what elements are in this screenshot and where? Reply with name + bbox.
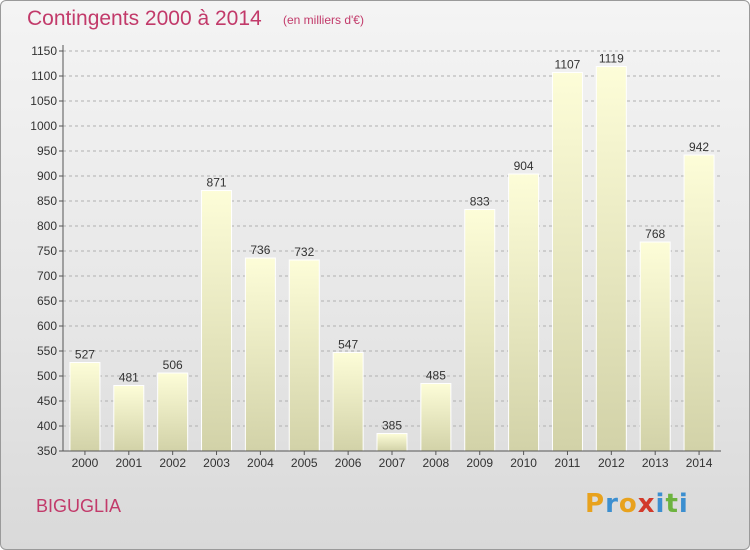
y-tick-label: 550: [37, 344, 57, 358]
proxiti-logo: Proxiti: [585, 489, 689, 519]
bar-2001: [113, 385, 145, 452]
value-label-2008: 485: [426, 369, 446, 383]
bar-2014: [683, 154, 715, 452]
value-label-2009: 833: [470, 195, 490, 209]
y-tick-label: 1150: [31, 44, 57, 58]
x-tick-label-2014: 2014: [686, 456, 713, 470]
x-tick-label-2001: 2001: [115, 456, 142, 470]
x-tick-label-2004: 2004: [247, 456, 274, 470]
y-tick-label: 750: [37, 244, 57, 258]
value-label-2000: 527: [75, 348, 95, 362]
y-tick-label: 650: [37, 294, 57, 308]
x-tick-label-2002: 2002: [159, 456, 186, 470]
value-label-2007: 385: [382, 419, 402, 433]
bar-2000: [69, 362, 101, 452]
axes: [59, 45, 721, 455]
y-tick-label: 900: [37, 169, 57, 183]
y-tick-label: 1100: [31, 69, 57, 83]
bar-2005: [288, 259, 320, 452]
value-label-2004: 736: [250, 243, 270, 257]
value-label-2013: 768: [645, 227, 665, 241]
bar-2009: [464, 209, 496, 452]
y-tick-label: 1000: [30, 119, 57, 133]
chart-subtitle: (en milliers d'€): [283, 13, 364, 27]
value-label-2012: 1119: [599, 52, 624, 66]
x-tick-label-2013: 2013: [642, 456, 669, 470]
value-label-2010: 904: [514, 159, 534, 173]
x-tick-label-2006: 2006: [335, 456, 362, 470]
bar-2002: [157, 372, 189, 452]
bars: [69, 66, 715, 452]
bar-2008: [420, 383, 452, 452]
y-tick-label: 600: [37, 319, 57, 333]
x-tick-label-2008: 2008: [423, 456, 450, 470]
bar-2006: [332, 352, 364, 452]
y-tick-label: 1050: [30, 94, 57, 108]
chart-title: Contingents 2000 à 2014: [27, 7, 262, 30]
y-tick-label: 950: [37, 144, 57, 158]
x-tick-label-2010: 2010: [510, 456, 537, 470]
bar-2011: [551, 72, 583, 452]
bar-2007: [376, 433, 408, 452]
value-label-2011: 1107: [555, 58, 581, 72]
commune-name: BIGUGLIA: [36, 496, 122, 516]
y-tick-label: 450: [37, 394, 57, 408]
bar-2013: [639, 241, 671, 452]
y-tick-label: 350: [37, 444, 57, 458]
y-tick-label: 400: [37, 419, 57, 433]
value-label-2001: 481: [119, 371, 139, 385]
bar-2012: [595, 66, 627, 452]
value-label-2005: 732: [294, 245, 314, 259]
x-tick-label-2012: 2012: [598, 456, 625, 470]
x-tick-label-2011: 2011: [555, 456, 581, 470]
bar-2003: [201, 190, 233, 452]
x-tick-label-2003: 2003: [203, 456, 230, 470]
y-tick-label: 800: [37, 219, 57, 233]
y-tick-label: 500: [37, 369, 57, 383]
x-tick-label-2005: 2005: [291, 456, 318, 470]
labels: 350 400 450 500 550 600 650 700 750 800 850 900 950 1…: [30, 44, 712, 470]
y-tick-label: 850: [37, 194, 57, 208]
value-label-2006: 547: [338, 338, 358, 352]
x-tick-label-2000: 2000: [72, 456, 99, 470]
bar-2004: [244, 257, 276, 452]
value-label-2002: 506: [163, 358, 183, 372]
y-tick-label: 700: [37, 269, 57, 283]
value-label-2014: 942: [689, 140, 709, 154]
value-label-2003: 871: [207, 176, 227, 190]
x-tick-label-2009: 2009: [466, 456, 493, 470]
x-tick-label-2007: 2007: [379, 456, 406, 470]
bar-2010: [508, 173, 540, 452]
